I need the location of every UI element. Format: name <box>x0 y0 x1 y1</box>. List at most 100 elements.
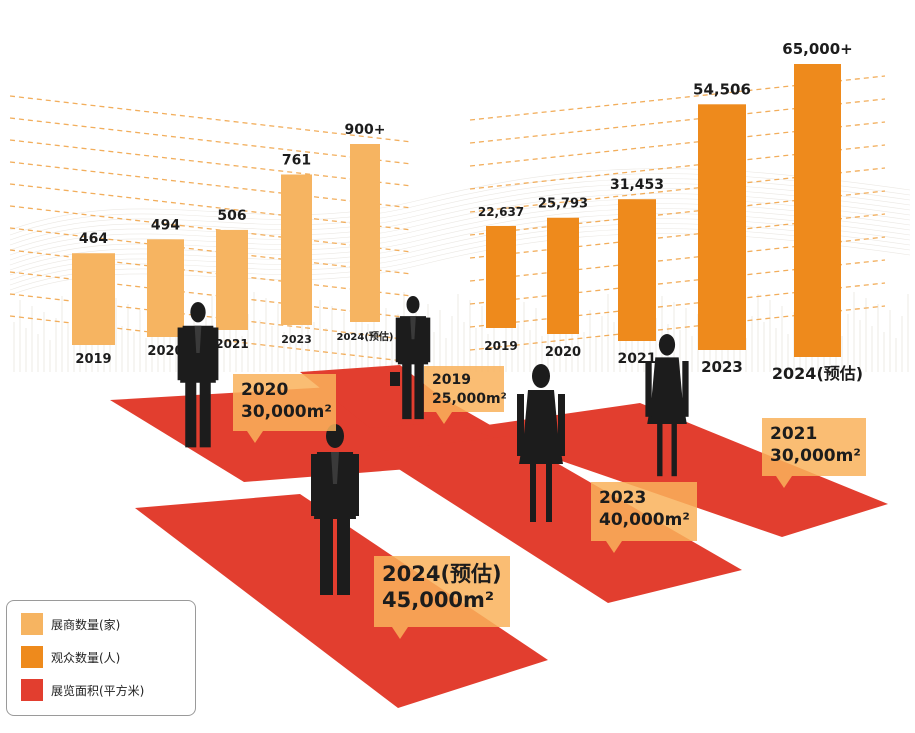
person-head <box>532 364 550 388</box>
legend-item-area: 展览面积(平方米) <box>21 679 144 701</box>
area-callout-year: 2021 <box>770 424 817 444</box>
area-callout-year: 2020 <box>241 380 288 400</box>
exhibitors-bar <box>147 239 184 337</box>
gridline <box>469 121 886 167</box>
person-leg <box>402 362 412 420</box>
area-callout-value: 30,000m² <box>770 446 861 466</box>
area-callout-box <box>233 374 336 431</box>
exhibitors-value-label: 900+ <box>345 122 386 138</box>
area-callout-value: 40,000m² <box>599 510 690 530</box>
area-callout-pointer <box>606 541 622 553</box>
legend-item-exhibitors: 展商数量(家) <box>21 613 120 635</box>
area-callout-box <box>424 366 504 412</box>
visitors-category-label: 2020 <box>545 345 581 360</box>
area-callout-box <box>374 556 510 627</box>
area-callout-value: 30,000m² <box>241 402 332 422</box>
visitors-category-label: 2019 <box>484 339 517 353</box>
exhibitors-bar <box>350 144 380 322</box>
businessman-left-silhouette <box>177 302 219 448</box>
gridline <box>9 227 413 275</box>
exhibitors-bar <box>216 229 248 330</box>
area-callout-value: 45,000m² <box>382 588 494 612</box>
floor-strip <box>372 436 742 603</box>
gridline <box>469 282 886 328</box>
exhibitors-bar <box>72 253 115 345</box>
person-tie <box>331 452 339 484</box>
exhibitors-value-label: 761 <box>282 152 311 168</box>
person-body <box>519 390 563 464</box>
person-leg <box>657 422 663 477</box>
businesswoman-center-silhouette <box>517 364 565 522</box>
floor-strip <box>466 403 888 537</box>
area-callout-year: 2019 <box>432 372 471 388</box>
gridline <box>9 117 413 165</box>
gridline <box>9 95 413 143</box>
exhibitors-category-label: 2024(预估) <box>337 330 394 343</box>
legend-label-exhibitors: 展商数量(家) <box>51 617 121 632</box>
businessman-briefcase-silhouette <box>395 296 431 420</box>
briefcase-icon <box>390 372 400 386</box>
visitors-bar <box>618 199 656 341</box>
gridline <box>9 139 413 187</box>
area-callout: 2019 25,000m² <box>424 366 507 424</box>
person-leg <box>337 517 350 595</box>
visitors-bar <box>547 217 579 334</box>
visitors-category-label: 2023 <box>701 358 743 376</box>
gridline <box>469 305 886 351</box>
businessman-center-silhouette <box>311 424 359 595</box>
person-head <box>406 296 420 314</box>
person-leg <box>414 362 424 420</box>
person-tie <box>194 325 202 353</box>
person-tie <box>410 316 416 340</box>
gridline <box>9 205 413 253</box>
person-body <box>647 357 687 424</box>
area-callout-pointer <box>436 412 452 424</box>
visitors-value-label: 54,506 <box>693 80 751 98</box>
visitors-bar-chart: 22,637201925,793202031,453202154,5062023… <box>478 40 863 383</box>
legend: 展商数量(家) 观众数量(人) 展览面积(平方米) <box>6 600 196 716</box>
visitors-value-label: 25,793 <box>538 197 588 212</box>
area-callout-year: 2024(预估) <box>382 562 502 586</box>
area-callout-pointer <box>247 431 263 443</box>
person-arm <box>395 317 401 363</box>
gridline <box>469 75 886 121</box>
legend-swatch-area <box>21 679 43 701</box>
visitors-value-label: 65,000+ <box>782 40 852 58</box>
gridline <box>9 161 413 209</box>
floor-strip <box>135 494 548 708</box>
person-body <box>397 316 429 365</box>
area-callout-value: 25,000m² <box>432 391 507 407</box>
person-head <box>190 302 206 323</box>
person-leg <box>320 517 333 595</box>
visitors-bar <box>698 104 746 350</box>
area-callout-box <box>591 482 697 541</box>
floor-strip <box>300 365 470 428</box>
person-leg <box>199 381 211 448</box>
visitors-bar <box>486 225 516 328</box>
exhibitors-bar <box>281 174 312 325</box>
business-people-silhouettes <box>177 296 689 595</box>
person-arm <box>177 327 184 381</box>
visitors-category-label: 2024(预估) <box>772 364 863 383</box>
person-arm <box>517 394 524 456</box>
businesswoman-right-silhouette <box>645 334 689 477</box>
person-leg <box>671 422 677 477</box>
area-callout-box <box>762 418 866 476</box>
area-callout: 2024(预估)45,000m² <box>374 556 510 639</box>
person-arm <box>645 361 652 417</box>
area-callout-pointer <box>392 627 408 639</box>
person-leg <box>185 381 197 448</box>
person-leg <box>530 462 536 522</box>
person-body <box>180 325 216 383</box>
legend-label-visitors: 观众数量(人) <box>51 650 121 665</box>
legend-swatch-exhibitors <box>21 613 43 635</box>
visitors-bar <box>794 64 841 357</box>
visitors-value-label: 22,637 <box>478 205 524 219</box>
person-arm <box>352 454 359 516</box>
gridline <box>469 190 886 236</box>
exhibitors-value-label: 494 <box>151 217 180 233</box>
area-callouts: 201925,000m²202030,000m²202130,000m²2023… <box>233 366 866 639</box>
legend-swatch-visitors <box>21 646 43 668</box>
